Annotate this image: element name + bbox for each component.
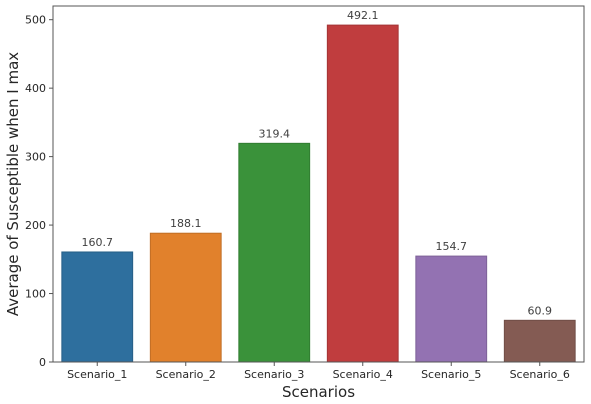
x-tick-label: Scenario_1 — [67, 368, 127, 381]
data-label-scenario-5: 154.7 — [436, 240, 468, 253]
data-label-scenario-6: 60.9 — [528, 304, 553, 317]
bar-scenario-1 — [61, 251, 134, 363]
bar-scenario-3 — [238, 142, 311, 363]
data-label-scenario-2: 188.1 — [170, 217, 202, 230]
x-axis-title: Scenarios — [282, 383, 355, 401]
y-tick-label: 200 — [25, 219, 46, 232]
data-label-scenario-4: 492.1 — [347, 9, 379, 22]
data-label-scenario-1: 160.7 — [82, 236, 114, 249]
y-tick-label: 300 — [25, 151, 46, 164]
y-tick-label: 0 — [39, 356, 46, 369]
y-tick-label: 400 — [25, 82, 46, 95]
x-tick-label: Scenario_5 — [421, 368, 481, 381]
data-label-scenario-3: 319.4 — [259, 127, 291, 140]
y-tick-label: 500 — [25, 14, 46, 27]
plot-frame — [52, 5, 585, 363]
x-tick-label: Scenario_4 — [333, 368, 393, 381]
bars-layer — [61, 24, 576, 363]
x-tick-label: Scenario_6 — [510, 368, 570, 381]
y-axis-title: Average of Susceptible when I max — [4, 52, 22, 316]
bar-scenario-6 — [503, 319, 576, 363]
x-tick-label: Scenario_2 — [156, 368, 216, 381]
bar-scenario-2 — [149, 232, 222, 363]
data-labels-layer: 160.7 188.1 319.4 492.1 154.7 60.9 — [82, 9, 553, 317]
y-tick-label: 100 — [25, 288, 46, 301]
bar-scenario-5 — [415, 255, 488, 363]
axes-layer: 0 100 200 300 400 500 Scenario_1 Scenario_2 Scen… — [25, 5, 585, 381]
x-tick-label: Scenario_3 — [244, 368, 304, 381]
bar-scenario-4 — [326, 24, 399, 363]
